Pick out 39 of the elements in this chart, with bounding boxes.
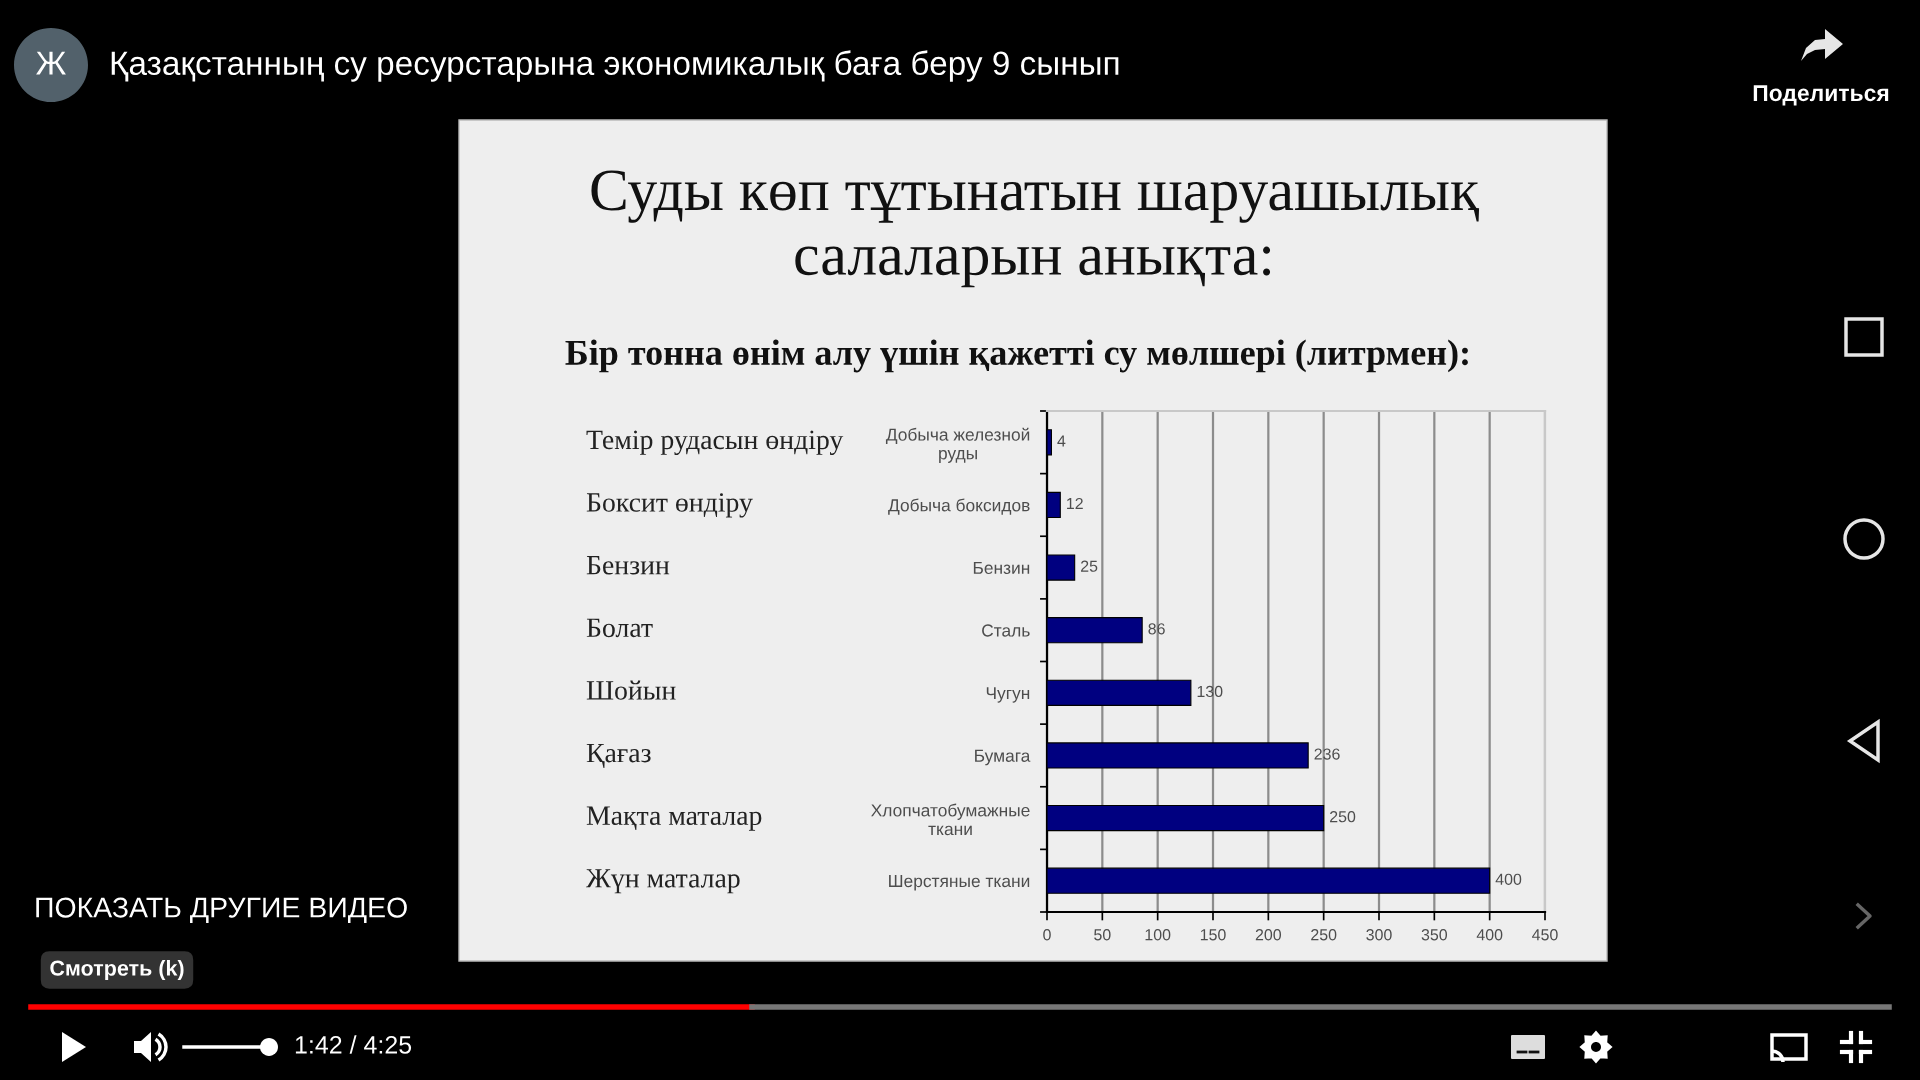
y-tick-label: Бумага	[975, 749, 1031, 766]
text: ПОКАЗАТЬ ДРУГИЕ ВИДЕО	[36, 897, 407, 924]
data-label: 25	[1081, 560, 1098, 572]
y2-tick-label: Шойын	[586, 680, 676, 700]
data-label: 12	[1067, 497, 1083, 510]
x-tick-label: 100	[1145, 929, 1171, 941]
x-tick-label: 350	[1421, 929, 1448, 941]
text: Қазақстанның су ресурстарына экономикалық баға беру 9 сынып	[111, 50, 1119, 82]
data-label: 400	[1495, 873, 1522, 885]
y2-tick-label: Бензин	[586, 556, 670, 575]
y2-tick-label: Қағаз	[586, 743, 651, 769]
text: Ж	[36, 51, 66, 75]
y2-tick-label: Болат	[586, 618, 653, 638]
data-label: 4	[1057, 435, 1066, 447]
chart-subtitle: Бір тонна өнім алу үшін қажетті су мөлшері (литрмен):	[565, 339, 1468, 373]
y2-tick-label: Боксит өндіру	[586, 493, 753, 518]
data-label: 250	[1330, 811, 1356, 823]
text: Поделиться	[1753, 85, 1889, 106]
x-tick-label: 150	[1200, 929, 1226, 941]
x-tick-label: 0	[1043, 929, 1051, 941]
y-tick-label: Шерстяные ткани	[889, 875, 1030, 891]
x-tick-label: 300	[1366, 929, 1392, 941]
y-tick-label: Бензин	[973, 561, 1030, 575]
y-tick-label: Сталь	[982, 624, 1030, 637]
x-tick-label: 250	[1311, 929, 1337, 941]
chart-title: Суды көп тұтынатын шаруашылық салаларын анықта:	[591, 170, 1480, 288]
y-tick-label: Чугун	[986, 687, 1030, 703]
x-tick-label: 200	[1255, 929, 1282, 941]
x-tick-label: 450	[1532, 929, 1558, 941]
x-tick-label: 400	[1476, 929, 1503, 941]
y2-tick-label: Жүн маталар	[586, 869, 740, 894]
text: Смотреть (k)	[50, 959, 184, 981]
y2-tick-label: Мақта маталар	[586, 806, 762, 831]
x-tick-label: 50	[1094, 929, 1111, 941]
y-tick-label: Добыча боксидов	[888, 498, 1030, 515]
text: 1:42 / 4:25	[295, 1035, 412, 1054]
y-tick-label: Хлопчатобумажные ткани	[871, 803, 1030, 836]
y2-tick-label: Темір рудасын өндіру	[586, 430, 844, 455]
y-tick-label: Добыча железной руды	[885, 427, 1030, 463]
